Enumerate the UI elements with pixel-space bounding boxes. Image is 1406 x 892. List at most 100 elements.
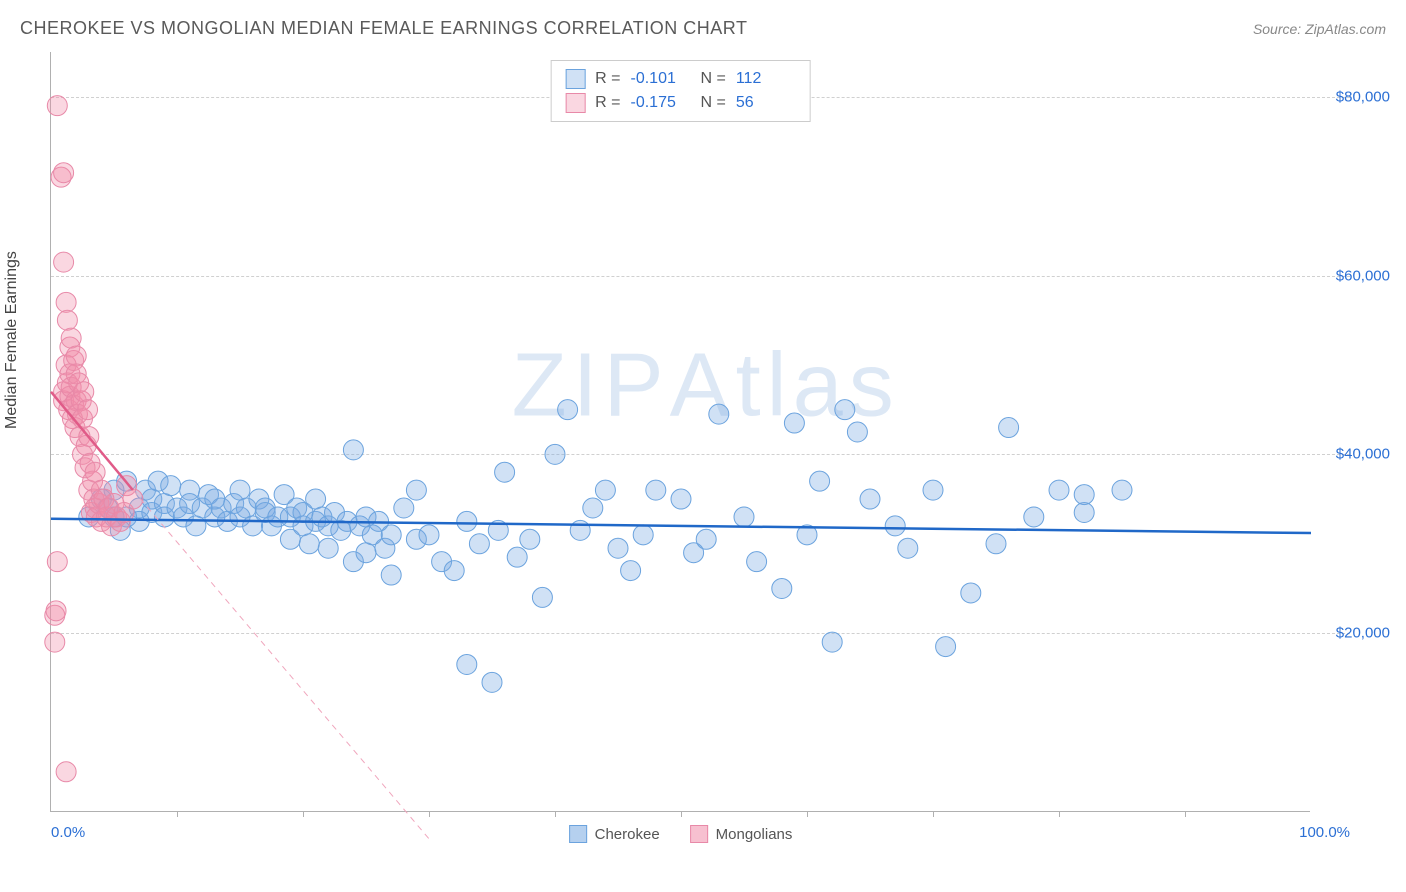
scatter-point [78,400,98,420]
scatter-point [570,520,590,540]
scatter-point [343,440,363,460]
legend-swatch-cherokee [569,825,587,843]
scatter-point [532,587,552,607]
x-tick [303,811,304,817]
scatter-point [1024,507,1044,527]
scatter-point [161,476,181,496]
stats-swatch-mongolians [565,93,585,113]
chart-title: CHEROKEE VS MONGOLIAN MEDIAN FEMALE EARN… [20,18,747,39]
scatter-point [56,292,76,312]
scatter-point [47,96,67,116]
stats-swatch-cherokee [565,69,585,89]
stats-r-label: R = [595,70,620,88]
scatter-point [45,632,65,652]
scatter-point [457,654,477,674]
scatter-point [986,534,1006,554]
scatter-plot: ZIPAtlas $20,000$40,000$60,000$80,000 R … [50,52,1310,812]
x-tick [807,811,808,817]
legend-label-cherokee: Cherokee [595,826,660,843]
scatter-point [621,561,641,581]
scatter-point [47,552,67,572]
scatter-point [633,525,653,545]
scatter-point [186,516,206,536]
scatter-point [394,498,414,518]
scatter-point [482,672,502,692]
scatter-point [696,529,716,549]
stats-n-mongolians: 56 [736,94,796,112]
source-prefix: Source: [1253,21,1305,37]
scatter-point [381,525,401,545]
scatter-point [56,762,76,782]
scatter-point [671,489,691,509]
legend-item-mongolians: Mongolians [690,825,793,843]
scatter-point [999,418,1019,438]
scatter-point [54,163,74,183]
scatter-point [419,525,439,545]
x-axis-end-label: 100.0% [1299,824,1350,841]
x-tick [555,811,556,817]
scatter-point [885,516,905,536]
scatter-point [74,382,94,402]
scatter-point [847,422,867,442]
legend-label-mongolians: Mongolians [716,826,793,843]
scatter-point [61,328,81,348]
x-axis-start-label: 0.0% [51,824,85,841]
scatter-point [66,346,86,366]
scatter-point [936,637,956,657]
chart-header: CHEROKEE VS MONGOLIAN MEDIAN FEMALE EARN… [20,18,1386,39]
scatter-point [608,538,628,558]
stats-row-mongolians: R = -0.175 N = 56 [565,91,796,115]
x-tick [681,811,682,817]
scatter-point [646,480,666,500]
scatter-point [784,413,804,433]
scatter-point [54,252,74,272]
stats-n-label: N = [701,70,726,88]
scatter-point [457,511,477,531]
scatter-point [57,310,77,330]
y-tick-label: $80,000 [1336,88,1390,105]
scatter-point [709,404,729,424]
scatter-point [230,480,250,500]
scatter-point [1074,502,1094,522]
y-tick-label: $20,000 [1336,625,1390,642]
scatter-points-svg [51,52,1310,811]
scatter-point [860,489,880,509]
scatter-point [495,462,515,482]
source-value: ZipAtlas.com [1305,21,1386,37]
scatter-point [318,538,338,558]
legend-item-cherokee: Cherokee [569,825,660,843]
x-tick [177,811,178,817]
scatter-point [406,480,426,500]
scatter-point [1049,480,1069,500]
x-tick [1059,811,1060,817]
y-axis-label: Median Female Earnings [3,251,21,429]
scatter-point [734,507,754,527]
scatter-point [520,529,540,549]
y-tick-label: $40,000 [1336,446,1390,463]
scatter-point [583,498,603,518]
stats-n-cherokee: 112 [736,70,796,88]
y-tick-label: $60,000 [1336,267,1390,284]
scatter-point [507,547,527,567]
scatter-point [1074,485,1094,505]
scatter-point [444,561,464,581]
scatter-point [923,480,943,500]
scatter-point [356,543,376,563]
scatter-point [299,534,319,554]
scatter-point [898,538,918,558]
stats-r-cherokee: -0.101 [631,70,691,88]
stats-n-label-2: N = [701,94,726,112]
stats-r-label-2: R = [595,94,620,112]
stats-row-cherokee: R = -0.101 N = 112 [565,67,796,91]
scatter-point [595,480,615,500]
scatter-point [772,578,792,598]
scatter-point [85,462,105,482]
chart-source: Source: ZipAtlas.com [1253,21,1386,37]
scatter-point [469,534,489,554]
scatter-point [810,471,830,491]
legend-swatch-mongolians [690,825,708,843]
scatter-point [961,583,981,603]
x-tick [429,811,430,817]
x-tick [1185,811,1186,817]
scatter-point [558,400,578,420]
